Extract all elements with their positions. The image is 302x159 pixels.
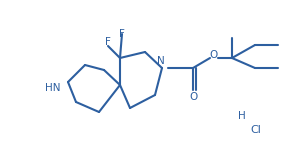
Text: HN: HN: [44, 83, 60, 93]
Text: O: O: [189, 92, 197, 102]
Text: N: N: [157, 56, 165, 66]
Text: H: H: [238, 111, 246, 121]
Text: F: F: [105, 37, 111, 47]
Text: O: O: [210, 50, 218, 60]
Text: Cl: Cl: [251, 125, 262, 135]
Text: F: F: [119, 29, 125, 39]
